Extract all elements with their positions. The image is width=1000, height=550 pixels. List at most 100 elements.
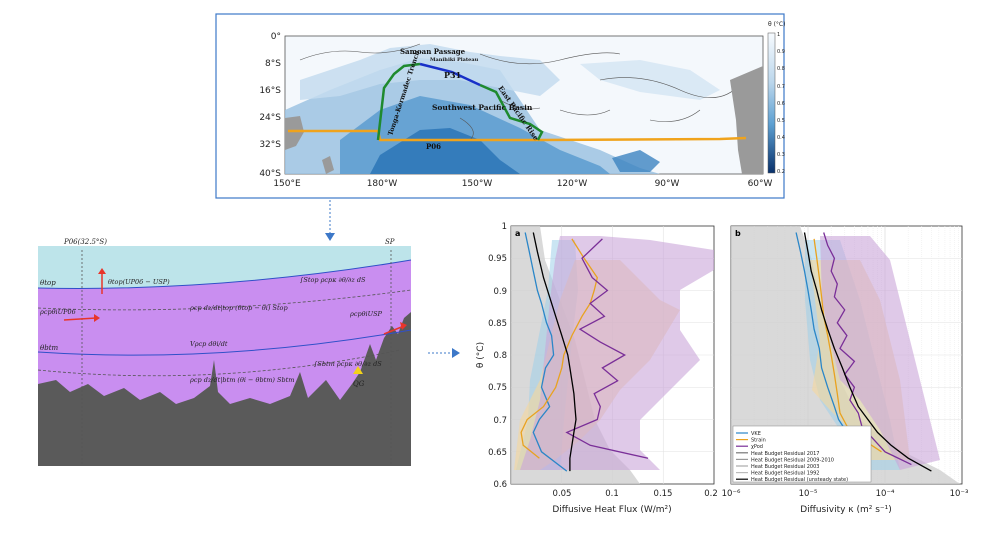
legend-label: Strain: [751, 438, 766, 444]
schematic-int-btm: ∫Sbtm ρcpκ ∂θ/∂z dS: [314, 360, 382, 368]
y-tick: 0.65: [488, 448, 507, 458]
lat-tick: 32°S: [259, 140, 281, 150]
y-tick: 0.6: [493, 480, 507, 490]
isotherm-dashed-2: [37, 349, 401, 377]
isotherm-btm: [37, 329, 412, 356]
x-tick: 10⁻⁵: [799, 489, 818, 499]
map-label-p31: P31: [444, 70, 461, 80]
colorbar-tick: 0.7: [777, 84, 785, 90]
connector-arrow-right-icon: [452, 348, 460, 358]
series-line-vke: [524, 232, 568, 472]
schematic-adv-top: θtop(UP06 − USP): [108, 278, 170, 286]
colorbar-tick: 0.4: [777, 135, 785, 141]
schematic: P06(32.5°S) SP θtop θbtm θtop(UP06 − USP…: [37, 238, 412, 466]
lon-tick: 150°W: [462, 179, 493, 189]
x-tick: 0.1: [605, 489, 619, 499]
panel-a-y-ticks: 0.6 0.65 0.7 0.75 0.8 0.85 0.9 0.95 1: [488, 222, 507, 490]
connector-arrow-down-icon: [325, 233, 335, 241]
schematic-btm-term: ρcp dz/dt|btm (θi − θbtm) Sbtm: [189, 376, 294, 384]
lat-tick: 24°S: [259, 113, 281, 123]
arrow-right-icon: [63, 317, 97, 321]
lon-tick: 60°W: [748, 179, 773, 189]
panel-a: a 0.6 0.65 0.7 0.75 0.8 0.85 0.9 0.95 1 …: [476, 222, 718, 515]
y-tick: 0.7: [493, 416, 507, 426]
y-tick: 1: [502, 222, 507, 232]
lon-tick: 150°E: [273, 179, 301, 189]
schematic-theta-top: θtop: [40, 279, 56, 287]
schematic-out-sp: ρcpθiUSP: [349, 310, 383, 318]
schematic-label-p06: P06(32.5°S): [63, 238, 107, 246]
map-label-swpb: Southwest Pacific Basin: [432, 103, 533, 112]
x-tick: 10⁻⁴: [876, 489, 895, 499]
schematic-layer: [38, 260, 411, 410]
panel-a-xlabel: Diffusive Heat Flux (W/m²): [552, 505, 671, 515]
schematic-vol: Vρcp dθi/dt: [190, 340, 228, 348]
isotherm-top: [37, 259, 412, 289]
panel-a-series-layer: [520, 232, 649, 472]
section-green: [376, 62, 544, 141]
schematic-label-sp: SP: [385, 238, 395, 246]
colorbar: [767, 32, 776, 174]
panel-a-ylabel: θ (°C): [476, 342, 486, 368]
y-tick: 0.75: [488, 383, 507, 393]
colorbar-tick: 0.2: [777, 169, 785, 175]
schematic-top-term: ρcp dz/dt|top (θtop − θi) Stop: [189, 304, 288, 312]
legend-label: Heat Budget Residual 2017: [751, 451, 819, 457]
series-line-heat-budget-residual-unsteady-state-: [532, 232, 577, 472]
series-line-heat-budget-residual-unsteady-state-: [803, 232, 932, 472]
lat-tick: 16°S: [259, 86, 281, 96]
arrow-out-icon: [383, 325, 405, 335]
map-lon-axis: 150°E 180°W 150°W 120°W 90°W 60°W: [273, 179, 772, 189]
panel-b-envelope-purple: [820, 236, 940, 470]
map-lat-axis: 0° 8°S 16°S 24°S 32°S 40°S: [259, 32, 281, 179]
schematic-int-top: ∫Stop ρcpκ ∂θ/∂z dS: [300, 276, 366, 284]
colorbar-tick: 0.8: [777, 66, 785, 72]
panel-b: b 10⁻⁶ 10⁻⁵ 10⁻⁴ 10⁻³ Diffusivity κ (m² …: [722, 225, 969, 515]
section-p06: [288, 129, 747, 142]
lat-tick: 8°S: [265, 59, 281, 69]
lat-tick: 0°: [271, 32, 281, 42]
panel-a-label: a: [515, 229, 520, 238]
lon-tick: 180°W: [367, 179, 398, 189]
panel-b-xlabel: Diffusivity κ (m² s⁻¹): [800, 505, 892, 515]
panel-b-label: b: [735, 229, 741, 238]
schematic-in-p06: ρcpθiUP06: [39, 308, 76, 316]
y-tick: 0.8: [493, 351, 507, 361]
schematic-theta-btm: θbtm: [40, 344, 59, 352]
land-south-america: [730, 66, 763, 174]
legend-box: [732, 425, 872, 483]
x-tick: 0.15: [654, 489, 673, 499]
x-tick: 10⁻⁶: [722, 489, 741, 499]
x-tick: 10⁻³: [950, 489, 969, 499]
colorbar-tick: 0.3: [777, 152, 785, 158]
lon-tick: 90°W: [655, 179, 680, 189]
colorbar-tick: 1: [777, 32, 780, 38]
y-tick: 0.9: [493, 287, 507, 297]
legend-label: Heat Budget Residual 1992: [751, 471, 819, 477]
section-p31: [419, 62, 481, 87]
land-australia: [285, 116, 304, 150]
legend-label: VKE: [751, 431, 761, 437]
map-label-manihiki: Manihiki Plateau: [430, 57, 479, 63]
series-line--pod: [565, 238, 649, 459]
colorbar-tick: 0.5: [777, 118, 785, 124]
y-tick: 0.85: [488, 319, 507, 329]
colorbar-ticks: 1 0.9 0.8 0.7 0.6 0.5 0.4 0.3 0.2: [777, 32, 785, 175]
panel-b-envelope-gray: [731, 226, 960, 484]
colorbar-title: θ (°C): [768, 21, 785, 28]
legend-label: Heat Budget Residual (unsteady state): [751, 477, 848, 483]
x-tick: 0.2: [704, 489, 718, 499]
map-label-samoan: Samoan Passage: [400, 47, 466, 56]
colorbar-tick: 0.6: [777, 101, 785, 107]
land-new-zealand: [322, 156, 334, 174]
panel-a-x-ticks: 0.05 0.1 0.15 0.2: [553, 489, 718, 499]
contour-lines: [299, 43, 741, 141]
x-tick: 0.05: [553, 489, 572, 499]
lon-tick: 120°W: [557, 179, 588, 189]
colorbar-tick: 0.9: [777, 49, 785, 55]
y-tick: 0.95: [488, 254, 507, 264]
panel-a-envelope-purple: [520, 236, 714, 470]
legend-label: χPod: [751, 444, 763, 450]
